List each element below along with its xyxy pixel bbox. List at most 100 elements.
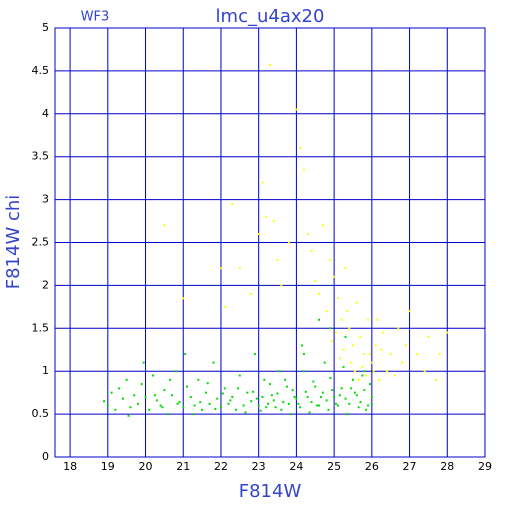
- point: [351, 344, 354, 347]
- point: [327, 408, 330, 411]
- point: [153, 394, 156, 397]
- y-tick-label: 1: [42, 364, 49, 377]
- point: [103, 400, 106, 403]
- point: [367, 404, 370, 407]
- point: [242, 404, 245, 407]
- y-tick-label: 4: [42, 107, 49, 120]
- point: [229, 399, 232, 402]
- point: [361, 365, 364, 368]
- point: [331, 340, 334, 343]
- point: [434, 378, 437, 381]
- point: [314, 385, 317, 388]
- y-axis-label: F814W chi: [3, 195, 24, 290]
- y-tick-label: 3: [42, 193, 49, 206]
- point: [363, 389, 366, 392]
- point: [295, 397, 298, 400]
- point: [182, 406, 185, 409]
- point: [357, 378, 360, 381]
- point: [368, 383, 371, 386]
- point: [276, 392, 279, 395]
- point: [193, 404, 196, 407]
- y-tick-label: 5: [42, 21, 49, 34]
- point: [114, 408, 117, 411]
- point: [312, 380, 315, 383]
- point: [306, 232, 309, 235]
- point: [323, 361, 326, 364]
- point: [346, 310, 349, 313]
- point: [355, 394, 358, 397]
- point: [342, 348, 345, 351]
- point: [310, 250, 313, 253]
- point: [199, 401, 202, 404]
- x-axis-label: F814W: [239, 481, 302, 502]
- point: [340, 387, 343, 390]
- point: [336, 297, 339, 300]
- point: [438, 353, 441, 356]
- point: [204, 391, 207, 394]
- point: [253, 353, 256, 356]
- point: [331, 389, 334, 392]
- point: [304, 390, 307, 393]
- point: [140, 383, 143, 386]
- point: [250, 400, 253, 403]
- point: [155, 399, 158, 402]
- point: [389, 353, 392, 356]
- y-tick-label: 2.5: [32, 236, 50, 249]
- point: [380, 348, 383, 351]
- point: [231, 202, 234, 205]
- point: [359, 401, 362, 404]
- point: [293, 395, 296, 398]
- point: [353, 391, 356, 394]
- point: [231, 395, 234, 398]
- x-tick-label: 21: [176, 460, 190, 473]
- point: [186, 385, 189, 388]
- x-tick-label: 24: [289, 460, 303, 473]
- point: [284, 378, 287, 381]
- point: [350, 387, 353, 390]
- point: [346, 413, 349, 416]
- point: [118, 387, 121, 390]
- x-tick-label: 26: [365, 460, 379, 473]
- point: [365, 408, 368, 411]
- point: [285, 385, 288, 388]
- x-tick-label: 23: [252, 460, 266, 473]
- point: [133, 394, 136, 397]
- point: [106, 404, 109, 407]
- point: [385, 370, 388, 373]
- point: [227, 402, 230, 405]
- x-tick-label: 25: [327, 460, 341, 473]
- point: [348, 402, 351, 405]
- y-tick-label: 0.5: [32, 407, 50, 420]
- point: [404, 344, 407, 347]
- point: [344, 397, 347, 400]
- point: [338, 357, 341, 360]
- x-tick-label: 27: [403, 460, 417, 473]
- point: [287, 241, 290, 244]
- point: [321, 224, 324, 227]
- point: [359, 335, 362, 338]
- point: [335, 331, 338, 334]
- chart-title: lmc_u4ax20: [216, 6, 325, 27]
- y-tick-label: 2: [42, 278, 49, 291]
- point: [274, 406, 277, 409]
- point: [302, 168, 305, 171]
- point: [374, 344, 377, 347]
- point: [282, 401, 285, 404]
- point: [127, 414, 130, 417]
- point: [223, 387, 226, 390]
- point: [235, 408, 238, 411]
- point: [261, 395, 264, 398]
- point: [280, 284, 283, 287]
- point: [306, 395, 309, 398]
- point: [333, 395, 336, 398]
- point: [416, 353, 419, 356]
- point: [363, 370, 366, 373]
- point: [357, 406, 360, 409]
- point: [265, 406, 268, 409]
- point: [310, 401, 313, 404]
- point: [221, 392, 224, 395]
- point: [355, 301, 358, 304]
- point: [219, 406, 222, 409]
- point: [197, 378, 200, 381]
- point: [314, 280, 317, 283]
